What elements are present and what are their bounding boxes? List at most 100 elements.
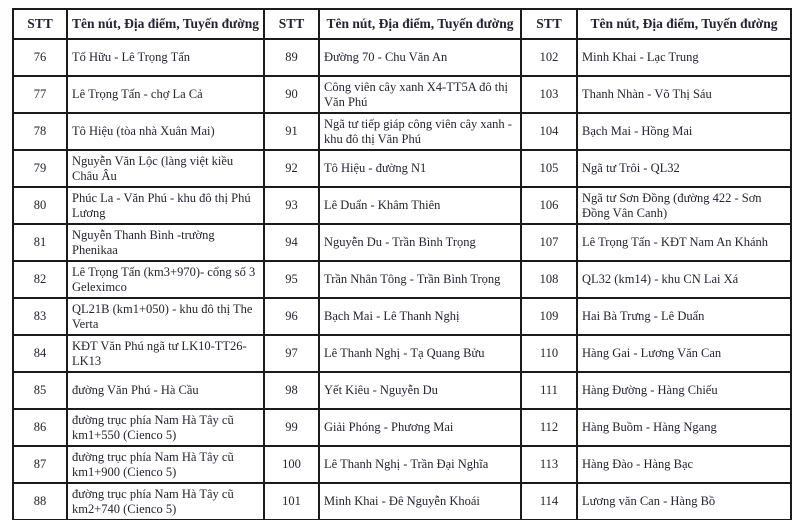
location-cell: Minh Khai - Lạc Trung [576,38,792,77]
location-cell: đường trục phía Nam Hà Tây cũ km1+550 (C… [66,408,265,447]
header-stt-1: STT [12,8,68,40]
stt-cell: 108 [520,260,578,299]
location-cell: Lê Trọng Tấn - KĐT Nam An Khánh [576,223,792,262]
table-row: 88 đường trục phía Nam Hà Tây cũ km2+740 … [12,482,792,520]
stt-cell: 112 [520,408,578,447]
location-cell: Ngã tư Sơn Đồng (đường 422 - Sơn Đồng Vâ… [576,186,792,225]
header-row: STT Tên nút, Địa điểm, Tuyến đường STT T… [12,8,792,40]
table-row: 86 đường trục phía Nam Hà Tây cũ km1+550 … [12,408,792,447]
location-cell: Lê Trọng Tấn - chợ La Cả [66,75,265,114]
location-cell: Hàng Đường - Hàng Chiếu [576,371,792,410]
table-row: 81 Nguyễn Thanh Bình -trường Phenikaa 94 Ng… [12,223,792,262]
header-name-2: Tên nút, Địa điểm, Tuyến đường [318,8,522,40]
stt-cell: 98 [263,371,320,410]
location-cell: Ngã tư tiếp giáp công viên cây xanh - kh… [318,112,522,151]
table-header: STT Tên nút, Địa điểm, Tuyến đường STT T… [12,8,792,40]
header-stt-2: STT [263,8,320,40]
stt-cell: 89 [263,38,320,77]
stt-cell: 88 [12,482,68,520]
stt-cell: 106 [520,186,578,225]
stt-cell: 83 [12,297,68,336]
header-name-1: Tên nút, Địa điểm, Tuyến đường [66,8,265,40]
table-row: 76 Tố Hữu - Lê Trọng Tấn 89 Đường 70 - Chu … [12,38,792,77]
stt-cell: 93 [263,186,320,225]
stt-cell: 92 [263,149,320,188]
stt-cell: 79 [12,149,68,188]
stt-cell: 91 [263,112,320,151]
location-cell: QL32 (km14) - khu CN Lai Xá [576,260,792,299]
stt-cell: 110 [520,334,578,373]
stt-cell: 77 [12,75,68,114]
location-cell: QL21B (km1+050) - khu đô thị The Verta [66,297,265,336]
location-cell: Hàng Gai - Lương Văn Can [576,334,792,373]
header-stt-3: STT [520,8,578,40]
location-cell: Hàng Buồm - Hàng Ngang [576,408,792,447]
stt-cell: 103 [520,75,578,114]
stt-cell: 101 [263,482,320,520]
stt-cell: 84 [12,334,68,373]
table-row: 79 Nguyễn Văn Lộc (làng việt kiều Châu Âu… [12,149,792,188]
stt-cell: 95 [263,260,320,299]
location-cell: Lê Duẩn - Khâm Thiên [318,186,522,225]
location-cell: Nguyễn Thanh Bình -trường Phenikaa [66,223,265,262]
location-cell: KĐT Văn Phú ngã tư LK10-TT26-LK13 [66,334,265,373]
stt-cell: 114 [520,482,578,520]
location-cell: Yết Kiêu - Nguyễn Du [318,371,522,410]
stt-cell: 87 [12,445,68,484]
location-cell: đường Văn Phú - Hà Cầu [66,371,265,410]
location-cell: Nguyễn Du - Trần Bình Trọng [318,223,522,262]
location-cell: Bạch Mai - Hồng Mai [576,112,792,151]
stt-cell: 109 [520,297,578,336]
location-cell: Đường 70 - Chu Văn An [318,38,522,77]
stt-cell: 76 [12,38,68,77]
stt-cell: 97 [263,334,320,373]
location-cell: Giải Phóng - Phương Mai [318,408,522,447]
stt-cell: 82 [12,260,68,299]
location-cell: Lương văn Can - Hàng Bồ [576,482,792,520]
location-cell: Tố Hữu - Lê Trọng Tấn [66,38,265,77]
stt-cell: 113 [520,445,578,484]
stt-cell: 80 [12,186,68,225]
location-cell: Trần Nhân Tông - Trần Bình Trọng [318,260,522,299]
stt-cell: 96 [263,297,320,336]
table-row: 80 Phúc La - Văn Phú - khu đô thị Phú Lươ… [12,186,792,225]
stt-cell: 100 [263,445,320,484]
table-body: 76 Tố Hữu - Lê Trọng Tấn 89 Đường 70 - Chu … [12,38,792,520]
document-page: STT Tên nút, Địa điểm, Tuyến đường STT T… [0,8,800,520]
stt-cell: 85 [12,371,68,410]
stt-cell: 107 [520,223,578,262]
location-cell: đường trục phía Nam Hà Tây cũ km1+900 (C… [66,445,265,484]
location-cell: Minh Khai - Đê Nguyễn Khoái [318,482,522,520]
stt-cell: 99 [263,408,320,447]
location-cell: Phúc La - Văn Phú - khu đô thị Phú Lương [66,186,265,225]
table-row: 85 đường Văn Phú - Hà Cầu 98 Yết Kiêu - Ngu… [12,371,792,410]
table-row: 83 QL21B (km1+050) - khu đô thị The Verta… [12,297,792,336]
bus-node-table: STT Tên nút, Địa điểm, Tuyến đường STT T… [12,8,792,520]
stt-cell: 105 [520,149,578,188]
location-cell: Công viên cây xanh X4-TT5A đô thị Văn Ph… [318,75,522,114]
location-cell: Lê Trọng Tấn (km3+970)- cổng số 3 Gelexi… [66,260,265,299]
stt-cell: 111 [520,371,578,410]
location-cell: Thanh Nhàn - Võ Thị Sáu [576,75,792,114]
stt-cell: 104 [520,112,578,151]
table-row: 78 Tô Hiệu (tòa nhà Xuân Mai) 91 Ngã tư tiế… [12,112,792,151]
location-cell: Tô Hiệu (tòa nhà Xuân Mai) [66,112,265,151]
table-row: 84 KĐT Văn Phú ngã tư LK10-TT26-LK13 97 Lê … [12,334,792,373]
header-name-3: Tên nút, Địa điểm, Tuyến đường [576,8,792,40]
location-cell: Nguyễn Văn Lộc (làng việt kiều Châu Âu [66,149,265,188]
location-cell: Hàng Đào - Hàng Bạc [576,445,792,484]
table-row: 87 đường trục phía Nam Hà Tây cũ km1+900 … [12,445,792,484]
stt-cell: 86 [12,408,68,447]
location-cell: đường trục phía Nam Hà Tây cũ km2+740 (C… [66,482,265,520]
stt-cell: 81 [12,223,68,262]
stt-cell: 94 [263,223,320,262]
location-cell: Lê Thanh Nghị - Trần Đại Nghĩa [318,445,522,484]
stt-cell: 78 [12,112,68,151]
location-cell: Ngã tư Trôi - QL32 [576,149,792,188]
location-cell: Bạch Mai - Lê Thanh Nghị [318,297,522,336]
table-row: 77 Lê Trọng Tấn - chợ La Cả 90 Công viên câ… [12,75,792,114]
table-row: 82 Lê Trọng Tấn (km3+970)- cổng số 3 Gele… [12,260,792,299]
stt-cell: 90 [263,75,320,114]
stt-cell: 102 [520,38,578,77]
location-cell: Tô Hiệu - đường N1 [318,149,522,188]
